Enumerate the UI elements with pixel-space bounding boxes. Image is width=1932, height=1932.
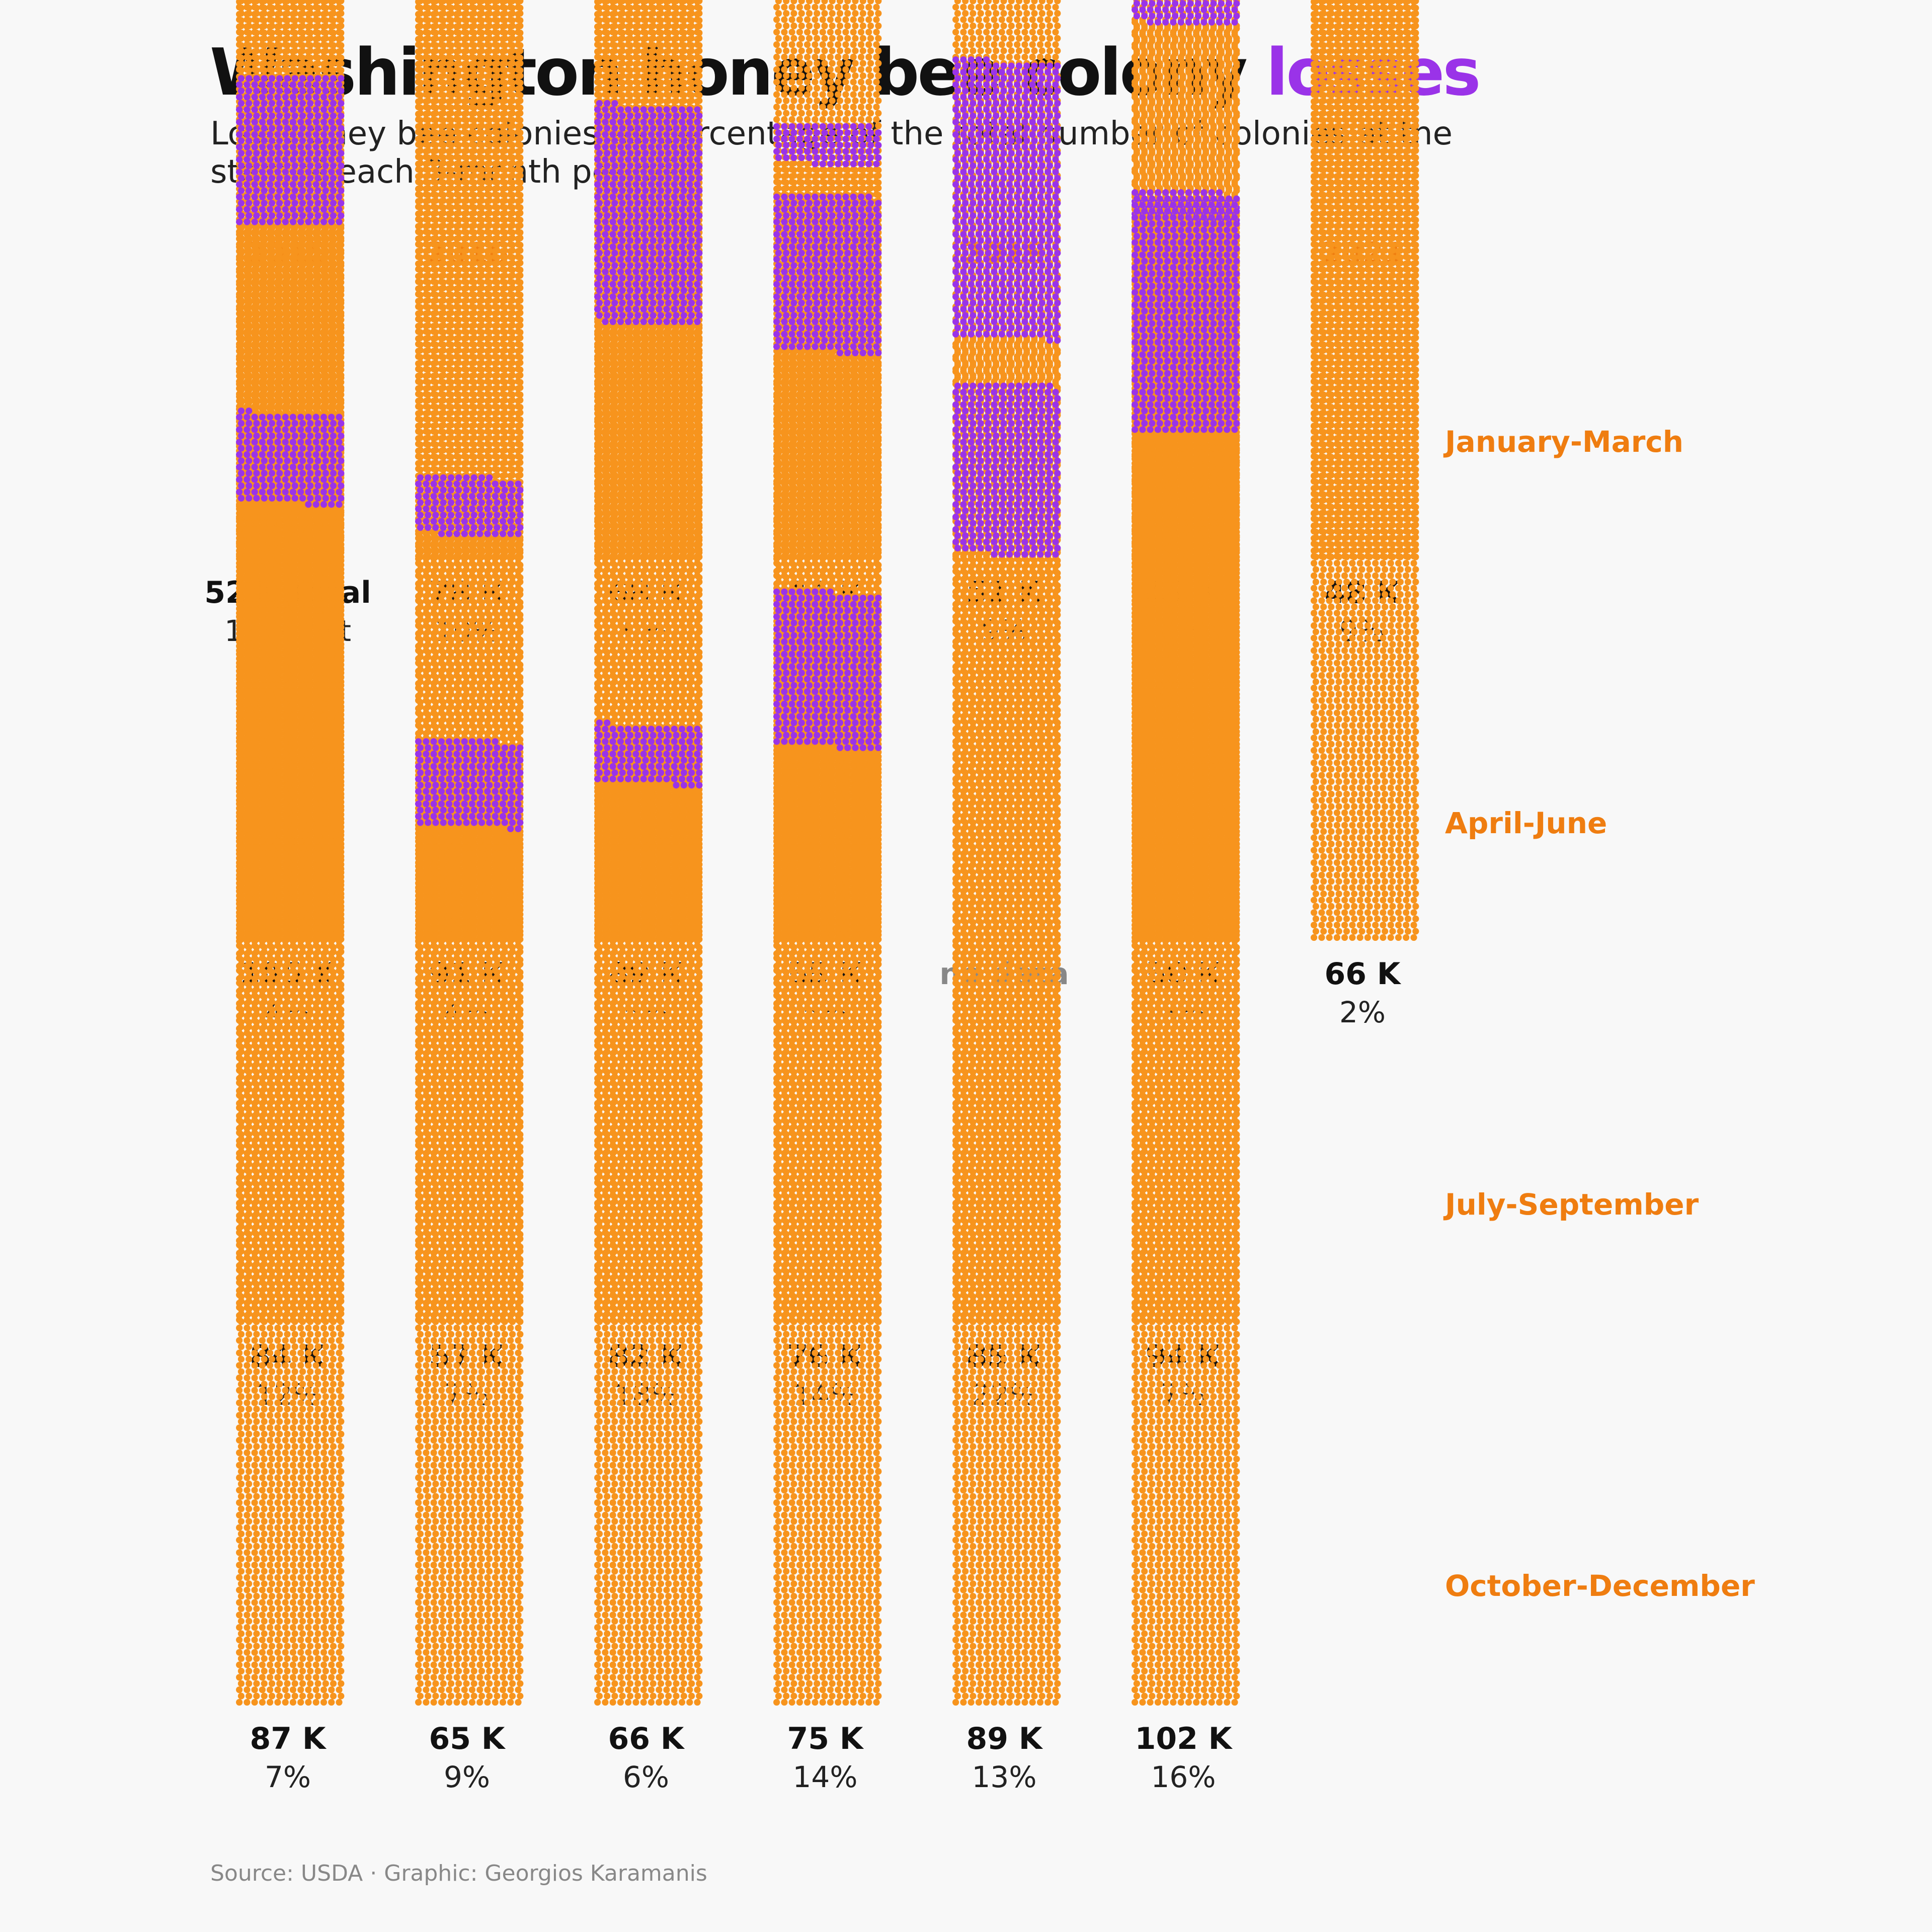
source-credit: Source: USDA · Graphic: Georgios Karaman… (210, 1861, 707, 1886)
pct-label-2018-3: 14% (793, 1760, 858, 1794)
total-label-2019-3: 89 K (967, 1721, 1043, 1756)
pct-label-2019-3: 13% (972, 1760, 1037, 1794)
pct-label-2016-3: 9% (444, 1760, 490, 1794)
pct-label-2020-3: 16% (1151, 1760, 1216, 1794)
period-label-3: October-December (1445, 1569, 1755, 1603)
period-label-0: January-March (1443, 425, 1683, 459)
total-label-2018-3: 75 K (787, 1721, 864, 1756)
pct-label-2015-3: 7% (265, 1760, 311, 1794)
total-label-2020-3: 102 K (1135, 1721, 1233, 1756)
total-label-2015-3: 87 K (250, 1721, 327, 1756)
total-label-2016-3: 65 K (429, 1721, 506, 1756)
period-label-2: July-September (1443, 1187, 1699, 1222)
total-label-2017-3: 66 K (608, 1721, 685, 1756)
pct-label-2021-1: 2% (1339, 995, 1386, 1029)
total-label-2021-1: 66 K (1325, 956, 1402, 992)
period-label-1: April-June (1445, 806, 1607, 840)
pct-label-2017-3: 6% (623, 1760, 669, 1794)
